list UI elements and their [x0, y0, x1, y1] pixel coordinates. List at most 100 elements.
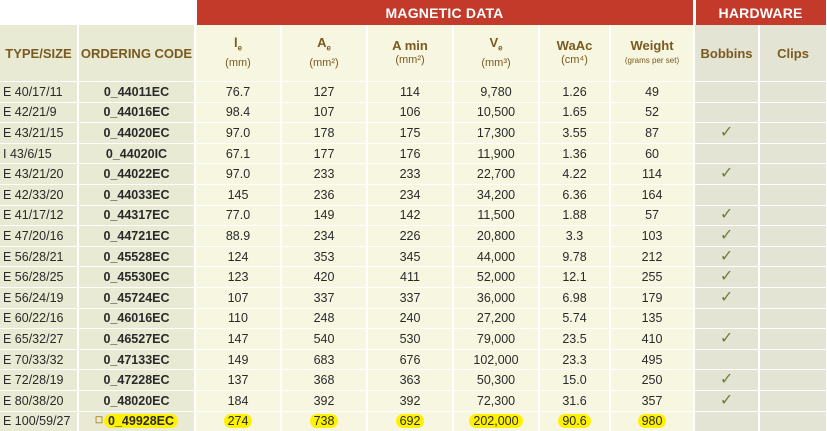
cell-ae: 178	[281, 123, 367, 144]
cell-ve-value: 11,900	[477, 147, 514, 161]
cell-le-value: 77.0	[226, 208, 250, 222]
cell-waac-value: 1.36	[562, 147, 586, 161]
cell-type-size: E 43/21/20	[0, 164, 78, 185]
cell-ae: 392	[281, 390, 367, 411]
cell-ae-value: 149	[314, 208, 335, 222]
header-clips: Clips	[759, 25, 827, 82]
cell-ae-value: 368	[314, 373, 335, 387]
cell-waac-value: 15.0	[562, 373, 586, 387]
cell-ae: 248	[281, 308, 367, 329]
cell-weight-value: 212	[642, 250, 663, 264]
cell-ae: 337	[281, 287, 367, 308]
cell-ordering-code-value: 0_44022EC	[103, 167, 169, 181]
cell-amin-value: 692	[396, 414, 425, 428]
cell-amin-value: 240	[400, 311, 421, 325]
cell-ordering-code-value: 0_46527EC	[103, 332, 169, 346]
cell-amin: 114	[367, 82, 453, 103]
cell-clips	[759, 411, 827, 431]
cell-ve-value: 17,300	[477, 126, 515, 140]
cell-amin: 234	[367, 184, 453, 205]
cell-waac-value: 3.3	[566, 229, 583, 243]
section-band-row: MAGNETIC DATA HARDWARE	[0, 0, 827, 25]
cell-type-size: E 100/59/27	[0, 411, 78, 431]
cell-le-value: 110	[228, 311, 248, 325]
cell-ae-value: 236	[314, 188, 335, 202]
header-le: le(mm)	[195, 25, 281, 82]
cell-ordering-code-value: 0_44016EC	[103, 105, 169, 119]
cell-le: 67.1	[195, 143, 281, 164]
cell-ae: 420	[281, 267, 367, 288]
cell-amin: 392	[367, 390, 453, 411]
cell-ve-value: 202,000	[469, 414, 522, 428]
cell-amin-value: 337	[400, 291, 421, 305]
cell-waac: 6.98	[539, 287, 610, 308]
cell-le: 98.4	[195, 102, 281, 123]
cell-bobbins: ✓	[694, 370, 759, 391]
cell-ve: 20,800	[453, 226, 539, 247]
cell-le: 110	[195, 308, 281, 329]
cell-ordering-code-value: 0_44317EC	[103, 208, 169, 222]
cell-ve: 52,000	[453, 267, 539, 288]
checkmark-icon: ✓	[720, 227, 733, 244]
cell-ordering-code-value: 0_45528EC	[103, 250, 169, 264]
header-amin-main: A min	[392, 38, 428, 53]
cell-ordering-code: 0_44020IC	[78, 143, 195, 164]
header-waac-main: WaAc	[557, 38, 593, 53]
cell-type-size: E 42/33/20	[0, 184, 78, 205]
cell-le: 184	[195, 390, 281, 411]
cell-ae: 368	[281, 370, 367, 391]
comment-marker-icon[interactable]: ☐	[95, 415, 103, 425]
cell-type-size-value: E 80/38/20	[3, 394, 63, 408]
cell-amin: 142	[367, 205, 453, 226]
cell-type-size: E 47/20/16	[0, 226, 78, 247]
cell-le: 145	[195, 184, 281, 205]
cell-ordering-code: 0_46016EC	[78, 308, 195, 329]
cell-ve: 72,300	[453, 390, 539, 411]
cell-ae-value: 420	[314, 270, 335, 284]
cell-ve: 11,500	[453, 205, 539, 226]
cell-bobbins	[694, 184, 759, 205]
cell-ae-value: 248	[314, 311, 335, 325]
cell-weight-value: 357	[642, 394, 663, 408]
cell-waac: 90.6	[539, 411, 610, 431]
cell-ae: 233	[281, 164, 367, 185]
cell-ve-value: 52,000	[477, 270, 515, 284]
cell-weight-value: 250	[642, 373, 663, 387]
cell-amin-value: 233	[400, 167, 421, 181]
cell-amin-value: 226	[400, 229, 421, 243]
cell-amin: 363	[367, 370, 453, 391]
cell-waac: 9.78	[539, 246, 610, 267]
cell-amin: 233	[367, 164, 453, 185]
cell-clips	[759, 143, 827, 164]
checkmark-icon: ✓	[720, 165, 733, 182]
cell-waac: 31.6	[539, 390, 610, 411]
cell-ae: 353	[281, 246, 367, 267]
cell-waac-value: 1.88	[562, 208, 586, 222]
cell-le: 107	[195, 287, 281, 308]
cell-bobbins: ✓	[694, 267, 759, 288]
cell-ordering-code: 0_44022EC	[78, 164, 195, 185]
cell-amin: 106	[367, 102, 453, 123]
cell-type-size-value: E 65/32/27	[3, 332, 63, 346]
cell-ae-value: 233	[314, 167, 335, 181]
header-le-unit: (mm)	[196, 56, 280, 71]
cell-waac-value: 1.26	[562, 85, 586, 99]
cell-amin-value: 175	[400, 126, 421, 140]
cell-ae: 236	[281, 184, 367, 205]
cell-clips	[759, 123, 827, 144]
cell-clips	[759, 287, 827, 308]
cell-weight: 250	[610, 370, 694, 391]
cell-weight-value: 255	[642, 270, 663, 284]
column-header-row: TYPE/SIZE ORDERING CODE le(mm) Ae(mm²) A…	[0, 25, 827, 82]
cell-weight-value: 52	[645, 105, 659, 119]
cell-le-value: 98.4	[226, 105, 250, 119]
cell-amin-value: 176	[400, 147, 421, 161]
header-ve: Ve(mm³)	[453, 25, 539, 82]
cell-le-value: 97.0	[226, 126, 250, 140]
cell-bobbins	[694, 143, 759, 164]
cell-ordering-code-value: 0_45724EC	[103, 291, 169, 305]
cell-waac-value: 23.5	[562, 332, 586, 346]
